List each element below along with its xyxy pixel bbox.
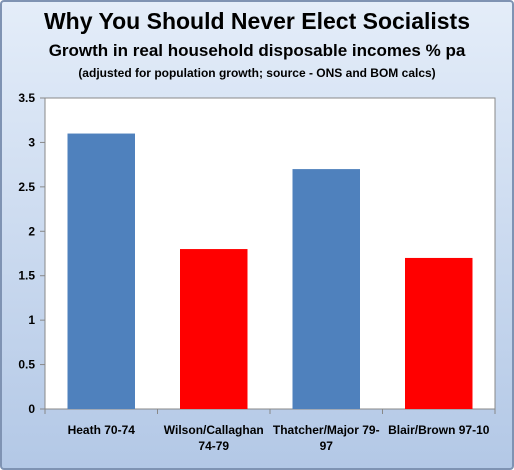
y-tick-label: 0.5 xyxy=(18,358,35,372)
x-tick-label: Wilson/Callaghan 74-79 xyxy=(164,423,264,453)
chart-source-note: (adjusted for population growth; source … xyxy=(78,66,436,80)
x-tick-label-line: 97 xyxy=(320,439,334,453)
bar-3 xyxy=(292,169,360,409)
x-tick-label-line: 74-79 xyxy=(198,439,229,453)
y-axis: 0 0.5 1 1.5 2 2.5 3 3.5 xyxy=(18,91,46,416)
x-tick-label: Thatcher/Major 79- 97 xyxy=(273,423,380,453)
y-tick-label: 1.5 xyxy=(18,269,35,283)
x-tick-label-line: Wilson/Callaghan xyxy=(164,423,264,437)
chart-subtitle: Growth in real household disposable inco… xyxy=(48,41,466,60)
x-tick-label: Heath 70-74 xyxy=(68,423,136,437)
y-tick-label: 2 xyxy=(28,224,35,238)
bar-1 xyxy=(67,133,135,410)
x-axis: Heath 70-74 Wilson/Callaghan 74-79 Thatcher… xyxy=(44,409,496,453)
bars-group xyxy=(67,133,473,410)
y-tick-label: 2.5 xyxy=(18,180,35,194)
bar-4 xyxy=(405,257,473,409)
y-tick-label: 3.5 xyxy=(18,91,35,105)
y-tick-label: 1 xyxy=(28,313,35,327)
bar-2 xyxy=(180,249,248,409)
y-tick-label: 3 xyxy=(28,135,35,149)
x-tick-label-line: Heath 70-74 xyxy=(68,423,136,437)
chart-title: Why You Should Never Elect Socialists xyxy=(43,8,471,34)
x-tick-label-line: Thatcher/Major 79- xyxy=(273,423,380,437)
x-tick-label: Blair/Brown 97-10 xyxy=(388,423,490,437)
y-tick-label: 0 xyxy=(28,402,35,416)
x-tick-label-line: Blair/Brown 97-10 xyxy=(388,423,490,437)
